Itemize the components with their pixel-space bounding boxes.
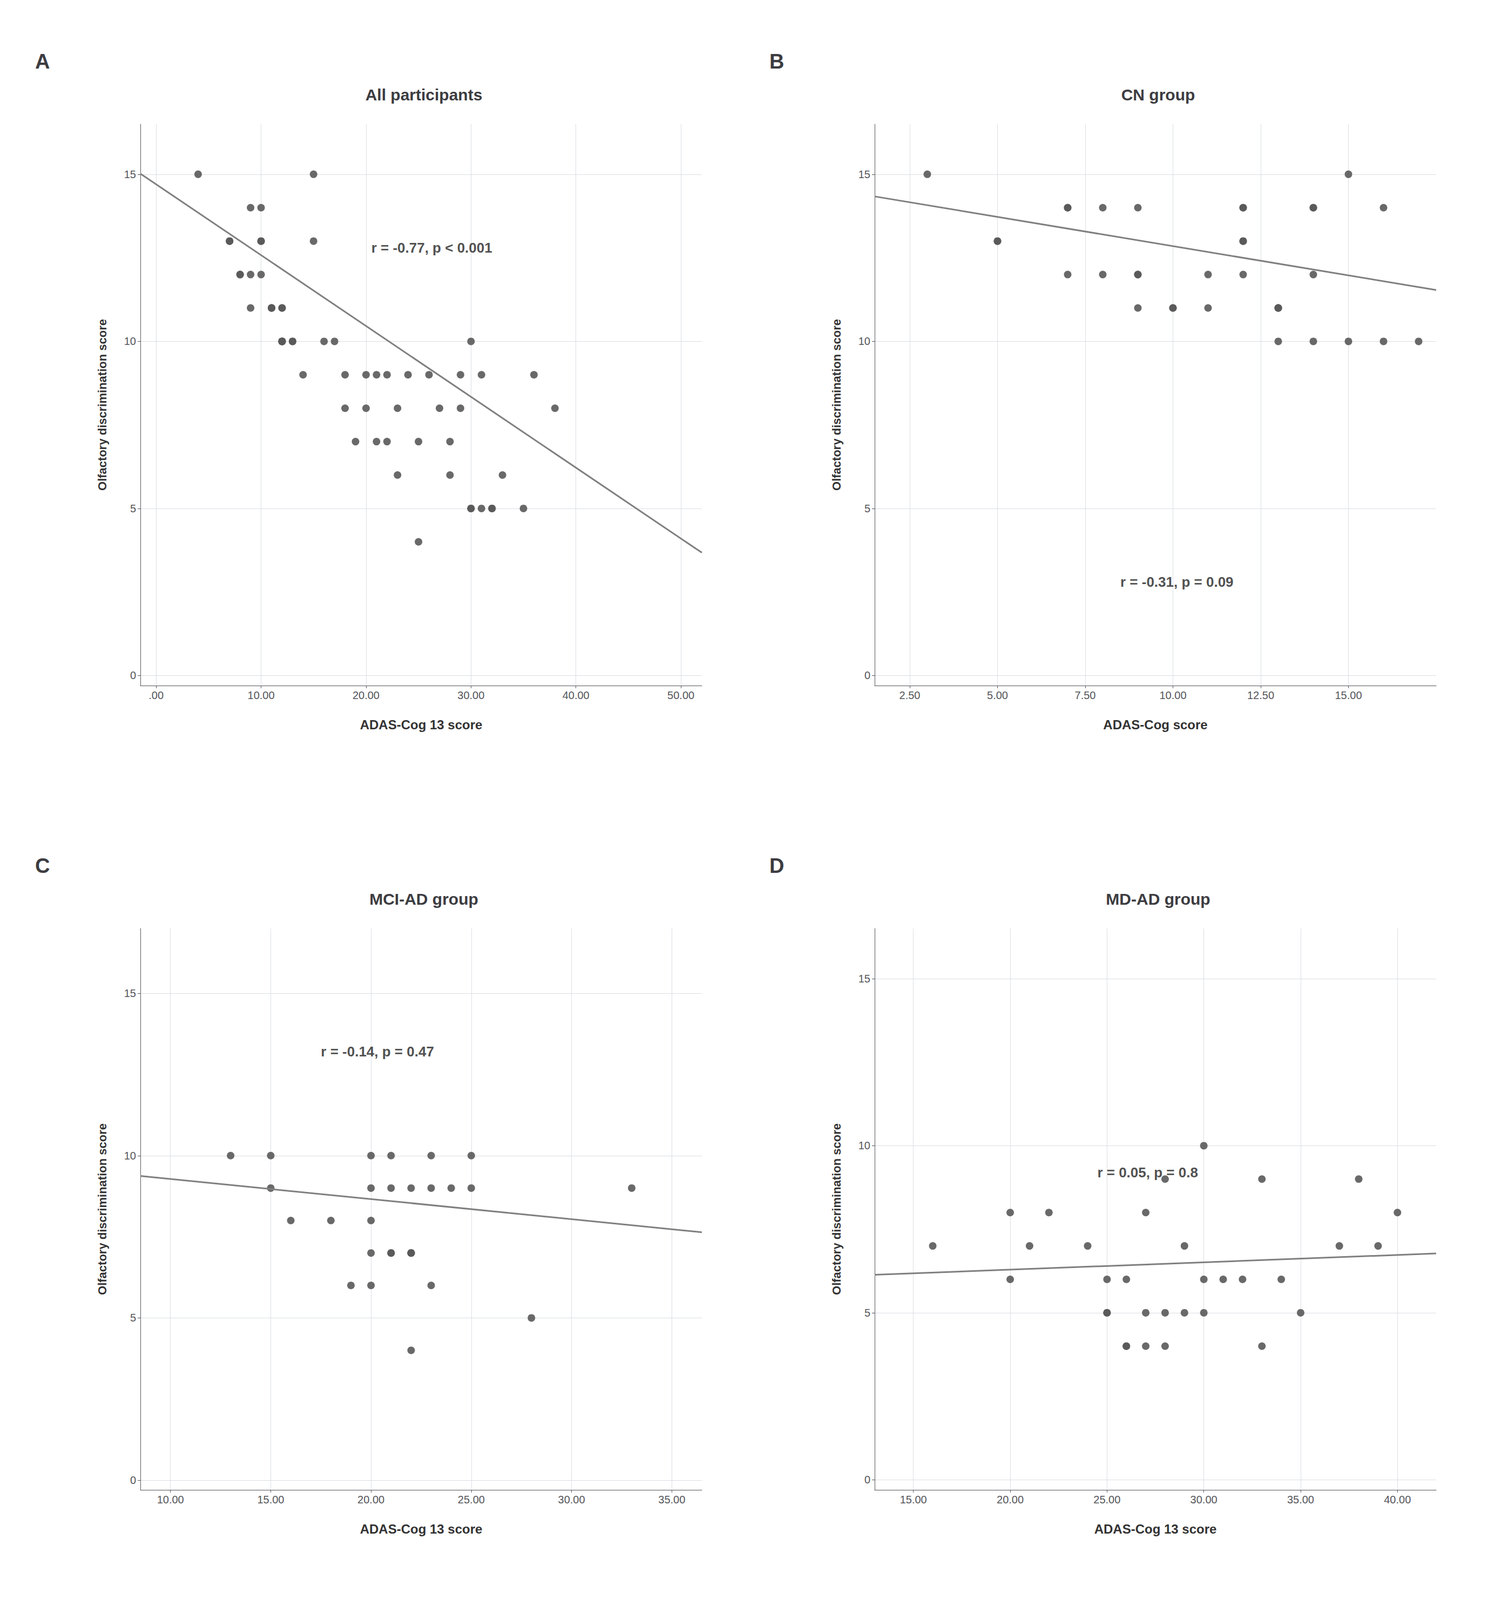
svg-text:20.00: 20.00 xyxy=(357,1493,385,1506)
svg-text:0: 0 xyxy=(864,669,871,682)
svg-text:A: A xyxy=(35,50,50,73)
svg-text:15.00: 15.00 xyxy=(256,1493,284,1506)
svg-text:ADAS-Cog 13 score: ADAS-Cog 13 score xyxy=(360,1522,483,1537)
svg-text:2.50: 2.50 xyxy=(899,689,921,702)
svg-text:20.00: 20.00 xyxy=(352,689,380,702)
svg-text:15: 15 xyxy=(858,972,871,985)
svg-text:C: C xyxy=(35,854,50,878)
svg-text:12.50: 12.50 xyxy=(1247,689,1275,702)
svg-text:5: 5 xyxy=(864,502,871,515)
svg-text:10: 10 xyxy=(124,335,137,348)
svg-text:10.00: 10.00 xyxy=(157,1493,185,1506)
svg-text:B: B xyxy=(769,50,784,73)
svg-text:0: 0 xyxy=(130,1474,137,1487)
svg-text:15: 15 xyxy=(858,168,871,181)
svg-text:All participants: All participants xyxy=(365,85,483,104)
svg-text:r = -0.31, p = 0.09: r = -0.31, p = 0.09 xyxy=(1120,573,1234,591)
svg-text:35.00: 35.00 xyxy=(1287,1493,1315,1506)
svg-text:50.00: 50.00 xyxy=(667,689,695,702)
svg-text:D: D xyxy=(769,854,784,878)
svg-text:5.00: 5.00 xyxy=(986,689,1009,702)
svg-text:10: 10 xyxy=(858,1139,871,1152)
svg-text:Olfactory discrimination score: Olfactory discrimination score xyxy=(95,319,110,491)
svg-text:r = -0.14, p = 0.47: r = -0.14, p = 0.47 xyxy=(320,1043,435,1060)
svg-text:40.00: 40.00 xyxy=(562,689,590,702)
svg-text:15: 15 xyxy=(124,987,137,1000)
svg-text:25.00: 25.00 xyxy=(1093,1493,1121,1506)
svg-text:5: 5 xyxy=(130,1311,137,1324)
svg-text:ADAS-Cog 13 score: ADAS-Cog 13 score xyxy=(1094,1522,1217,1537)
svg-text:15: 15 xyxy=(124,168,137,181)
svg-text:r = -0.77, p < 0.001: r = -0.77, p < 0.001 xyxy=(371,239,493,256)
svg-text:40.00: 40.00 xyxy=(1383,1493,1411,1506)
svg-text:ADAS-Cog score: ADAS-Cog score xyxy=(1103,717,1208,733)
svg-text:7.50: 7.50 xyxy=(1074,689,1097,702)
svg-text:MD-AD group: MD-AD group xyxy=(1105,890,1210,909)
svg-text:30.00: 30.00 xyxy=(1190,1493,1218,1506)
svg-text:ADAS-Cog 13 score: ADAS-Cog 13 score xyxy=(360,717,483,733)
svg-text:CN group: CN group xyxy=(1121,85,1196,104)
svg-text:Olfactory discrimination score: Olfactory discrimination score xyxy=(829,1123,844,1296)
svg-text:10.00: 10.00 xyxy=(1159,689,1187,702)
svg-text:Olfactory discrimination score: Olfactory discrimination score xyxy=(95,1123,110,1296)
svg-text:Olfactory discrimination score: Olfactory discrimination score xyxy=(829,319,844,491)
svg-text:.00: .00 xyxy=(148,689,164,702)
svg-text:30.00: 30.00 xyxy=(558,1493,586,1506)
svg-text:MCI-AD group: MCI-AD group xyxy=(369,890,479,909)
svg-text:10: 10 xyxy=(858,335,871,348)
svg-text:30.00: 30.00 xyxy=(457,689,485,702)
svg-text:35.00: 35.00 xyxy=(658,1493,686,1506)
svg-text:10: 10 xyxy=(124,1150,137,1162)
svg-text:25.00: 25.00 xyxy=(457,1493,485,1506)
svg-text:10.00: 10.00 xyxy=(247,689,275,702)
svg-text:5: 5 xyxy=(864,1307,871,1320)
svg-text:15.00: 15.00 xyxy=(900,1493,928,1506)
svg-text:r = 0.05, p = 0.8: r = 0.05, p = 0.8 xyxy=(1097,1164,1198,1181)
svg-text:0: 0 xyxy=(130,669,137,682)
svg-text:20.00: 20.00 xyxy=(996,1493,1024,1506)
svg-text:0: 0 xyxy=(864,1473,871,1486)
svg-text:15.00: 15.00 xyxy=(1334,689,1362,702)
svg-text:5: 5 xyxy=(130,502,137,515)
